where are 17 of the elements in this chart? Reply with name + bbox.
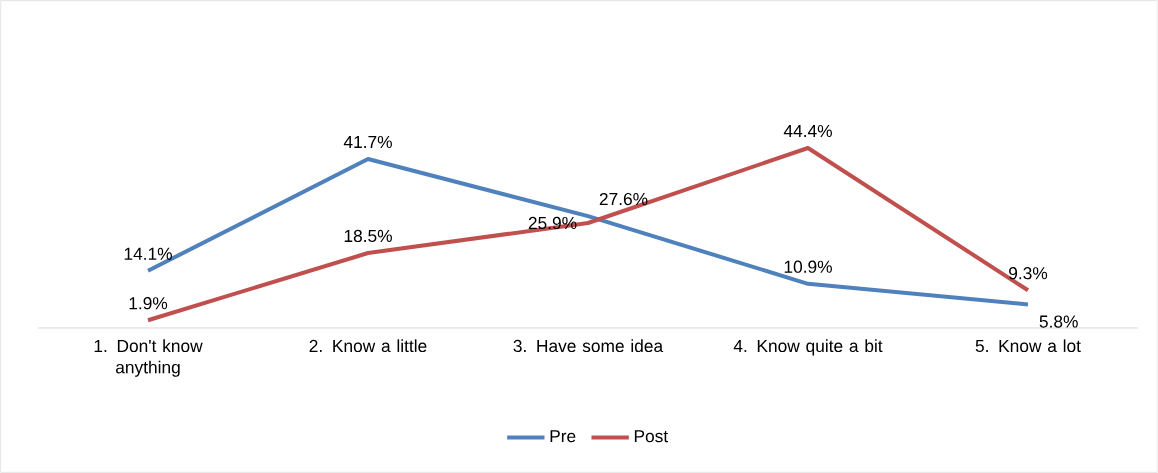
x-tick-label: 3. Have some idea xyxy=(513,339,664,353)
data-label: 25.9% xyxy=(528,216,577,230)
data-label: 44.4% xyxy=(783,124,832,138)
data-label: 1.9% xyxy=(129,297,168,310)
x-tick-label: 1. Don't know anything xyxy=(94,339,203,377)
x-tick-label: 2. Know a little xyxy=(309,339,427,353)
data-label: 41.7% xyxy=(343,135,392,149)
x-tick-label: 5. Know a lot xyxy=(975,339,1081,353)
data-label: 9.3% xyxy=(1009,267,1048,280)
legend-label: Post xyxy=(634,430,669,443)
data-label: 27.6% xyxy=(599,192,648,206)
data-label: 18.5% xyxy=(344,229,392,243)
x-tick-label: 4. Know quite a bit xyxy=(733,339,883,356)
data-label: 10.9% xyxy=(784,260,832,273)
data-label: 14.1% xyxy=(124,247,172,260)
legend-label: Pre xyxy=(550,430,576,443)
data-label: 5.8% xyxy=(1039,315,1078,328)
